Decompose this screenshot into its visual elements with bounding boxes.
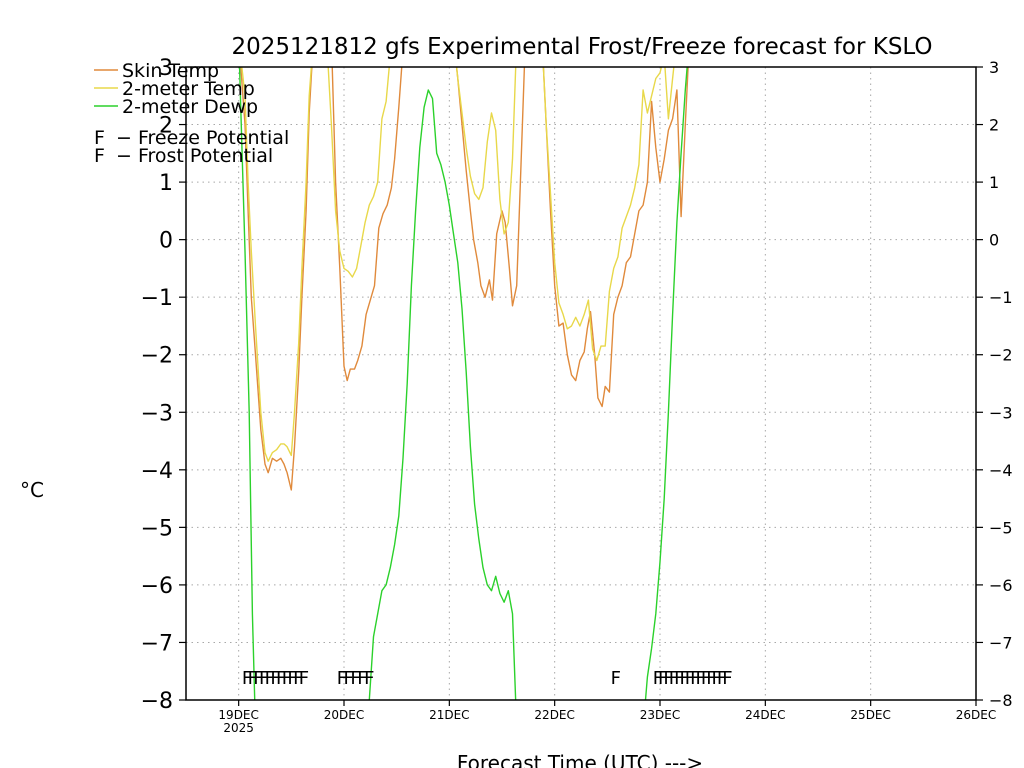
- freeze-flag-mark: F: [674, 668, 684, 689]
- freeze-flag-mark: F: [350, 668, 360, 689]
- freeze-flag-mark: F: [701, 668, 711, 689]
- x-tick-sublabel: 2025: [223, 721, 254, 735]
- freeze-flag-mark: F: [265, 668, 275, 689]
- freeze-flag-mark: F: [259, 668, 269, 689]
- y-tick-label-left: 0: [159, 229, 173, 254]
- y-tick-label-right: −7: [989, 633, 1013, 652]
- y-axis-label: °C: [20, 478, 44, 502]
- x-axis-label: Forecast Time (UTC) --->: [457, 751, 703, 768]
- freeze-flag-mark: F: [357, 668, 367, 689]
- y-tick-label-right: −6: [989, 576, 1013, 595]
- y-tick-label-left: 1: [159, 171, 173, 196]
- y-tick-label-right: 1: [989, 173, 999, 192]
- freeze-flag-mark: F: [706, 668, 716, 689]
- freeze-flag-mark: F: [685, 668, 695, 689]
- freeze-flag-mark: F: [717, 668, 727, 689]
- freeze-flag-mark: F: [663, 668, 673, 689]
- y-tick-label-left: −3: [141, 401, 173, 426]
- y-tick-label-right: −3: [989, 403, 1013, 422]
- plot-frame: [185, 66, 977, 701]
- y-tick-label-right: 0: [989, 231, 999, 250]
- freeze-flag-mark: F: [712, 668, 722, 689]
- freeze-flag-mark: F: [690, 668, 700, 689]
- chart-title: 2025121812 gfs Experimental Frost/Freeze…: [231, 34, 932, 60]
- legend-label: Skin Temp: [122, 60, 219, 82]
- freeze-flag-mark: F: [658, 668, 668, 689]
- freeze-flag-mark: F: [364, 668, 374, 689]
- series-lines: [238, 67, 689, 700]
- y-tick-label-left: −2: [141, 344, 173, 369]
- legend-flag-label: − Freeze Potential: [116, 127, 289, 149]
- x-tick-label: 19DEC: [218, 708, 258, 722]
- freeze-flag-mark: F: [722, 668, 732, 689]
- legend-label: 2-meter Dewp: [122, 96, 258, 118]
- freeze-flag-mark: F: [344, 668, 354, 689]
- freeze-flag-mark: F: [248, 668, 258, 689]
- y-tick-label-right: −5: [989, 518, 1013, 537]
- x-tick-label: 21DEC: [429, 708, 469, 722]
- y-tick-label-left: 3: [159, 56, 173, 81]
- x-tick-label: 24DEC: [745, 708, 785, 722]
- y-tick-label-right: −4: [989, 461, 1013, 480]
- legend-flag-symbol: F: [94, 127, 105, 149]
- freeze-flag-mark: F: [653, 668, 663, 689]
- y-tick-label-right: 3: [989, 58, 999, 77]
- freeze-flag-mark: F: [695, 668, 705, 689]
- x-tick-label: 22DEC: [534, 708, 574, 722]
- x-tick-label: 20DEC: [324, 708, 364, 722]
- freeze-flag-mark: F: [287, 668, 297, 689]
- x-tick-label: 26DEC: [956, 708, 996, 722]
- y-tick-label-right: −8: [989, 691, 1013, 710]
- axes: 3 3 2 2 1 1 0 0 −1 −1 −2 −2 −3 −3 −4 −4 −5 −5 −6 −6 −7 −7 −8 −8…: [141, 56, 1013, 735]
- x-tick-label: 23DEC: [640, 708, 680, 722]
- y-tick-label-left: −7: [141, 631, 173, 656]
- freeze-flag-mark: F: [253, 668, 263, 689]
- freeze-flag-mark: F: [669, 668, 679, 689]
- freeze-flag-mark: F: [282, 668, 292, 689]
- freeze-flag-mark: F: [679, 668, 689, 689]
- y-tick-label-left: −8: [141, 689, 173, 714]
- freeze-flag-mark: F: [242, 668, 252, 689]
- freeze-flag-mark: F: [276, 668, 286, 689]
- legend-flag-symbol: F: [94, 145, 105, 167]
- freeze-flag-mark: F: [293, 668, 303, 689]
- freeze-flag-mark: F: [611, 668, 621, 689]
- y-tick-label-left: −4: [141, 459, 173, 484]
- freeze-flag-mark: F: [337, 668, 347, 689]
- legend-flag-label: − Frost Potential: [116, 145, 273, 167]
- y-tick-label-left: −1: [141, 286, 173, 311]
- freeze-flag-mark: F: [270, 668, 280, 689]
- y-tick-label-left: −5: [141, 516, 173, 541]
- legend-label: 2-meter Temp: [122, 78, 255, 100]
- grid-lines: [186, 67, 976, 700]
- y-tick-label-left: −6: [141, 574, 173, 599]
- series-line-2-meter-temp: [241, 67, 675, 462]
- y-tick-label-right: −1: [989, 288, 1013, 307]
- y-tick-label-right: 2: [989, 116, 999, 135]
- freeze-flag-mark: F: [299, 668, 309, 689]
- y-tick-label-right: −2: [989, 346, 1013, 365]
- x-tick-label: 25DEC: [850, 708, 890, 722]
- series-line-2-meter-dewp: [238, 67, 688, 700]
- y-tick-label-left: 2: [159, 114, 173, 139]
